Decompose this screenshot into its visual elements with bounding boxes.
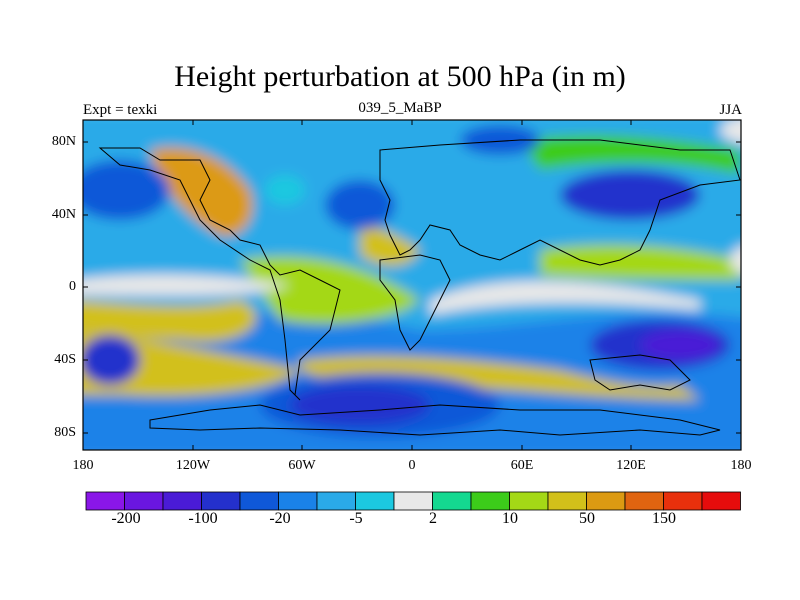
colorbar-swatch	[278, 491, 318, 511]
colorbar-label-neg100: -100	[188, 510, 218, 527]
x-tick-180w: 180	[72, 458, 94, 473]
colorbar-swatch	[124, 491, 164, 511]
x-tick-120e: 120E	[616, 458, 646, 473]
colorbar-label-10: 10	[502, 510, 518, 527]
y-tick-0: 0	[69, 279, 76, 294]
colorbar-swatch	[162, 491, 202, 511]
plot-title: Height perturbation at 500 hPa (in m)	[174, 60, 626, 93]
colorbar-swatch	[701, 491, 741, 511]
case-label: 039_5_MaBP	[358, 100, 442, 116]
colorbar-label-neg200: -200	[111, 510, 141, 527]
colorbar-swatch	[663, 491, 703, 511]
y-tick-80s: 80S	[54, 425, 76, 440]
colorbar-swatch	[470, 491, 510, 511]
colorbar-swatch	[624, 491, 664, 511]
colorbar-swatch	[509, 491, 549, 511]
x-tick-180e: 180	[730, 458, 752, 473]
colorbar-label-50: 50	[579, 510, 595, 527]
season-label: JJA	[719, 102, 742, 118]
colorbar-swatch	[239, 491, 279, 511]
x-tick-60e: 60E	[510, 458, 534, 473]
colorbar-swatch	[393, 491, 433, 511]
continent-outlines	[98, 139, 741, 436]
colorbar-swatch	[85, 491, 125, 511]
y-tick-80n: 80N	[51, 134, 76, 149]
colorbar-swatch	[316, 491, 356, 511]
colorbar-swatch	[201, 491, 241, 511]
colorbar-swatch	[355, 491, 395, 511]
colorbar-swatch	[547, 491, 587, 511]
y-tick-40s: 40S	[54, 352, 76, 367]
colorbar-label-2: 2	[429, 510, 437, 527]
y-tick-40n: 40N	[51, 207, 76, 222]
colorbar-label-neg20: -20	[269, 510, 291, 527]
experiment-label: Expt = texki	[83, 102, 158, 118]
colorbar-swatch	[432, 491, 472, 511]
x-tick-120w: 120W	[175, 458, 211, 473]
x-tick-0: 0	[408, 458, 416, 473]
x-tick-60w: 60W	[288, 458, 316, 473]
colorbar	[85, 491, 741, 511]
colorbar-label-neg5: -5	[349, 510, 363, 527]
field-contours	[83, 120, 741, 450]
colorbar-swatch	[586, 491, 626, 511]
colorbar-label-150: 150	[652, 510, 676, 527]
